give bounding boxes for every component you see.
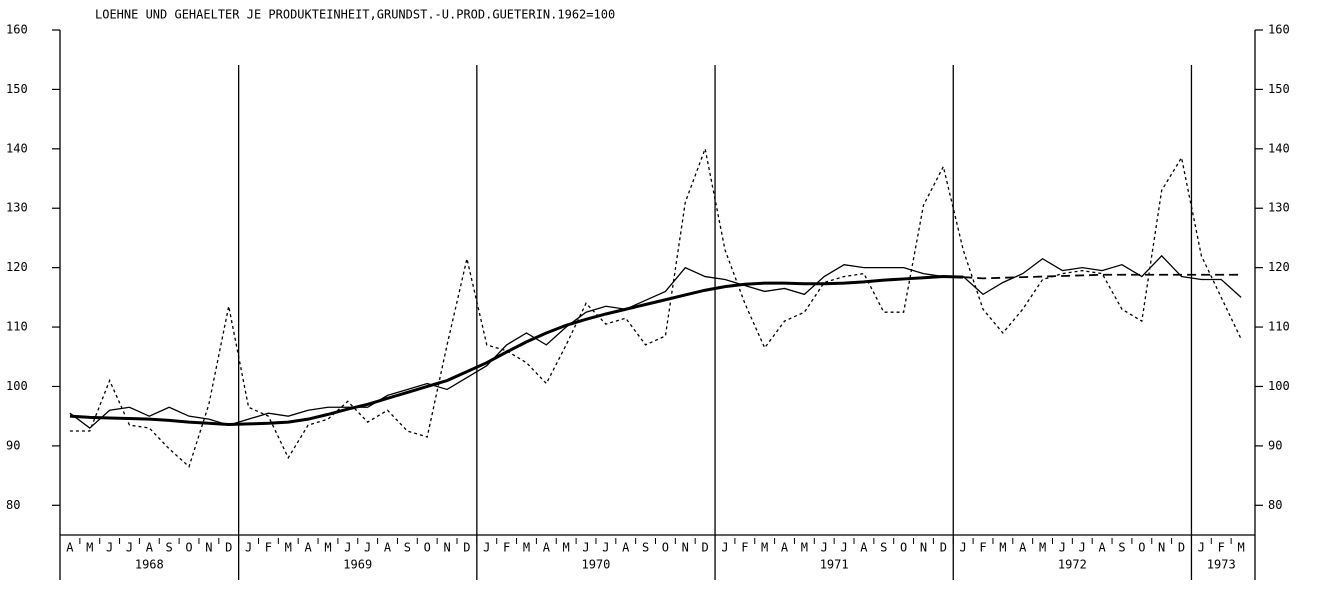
x-tick-label: D <box>225 541 232 555</box>
x-tick-label: M <box>86 541 93 555</box>
series-line <box>69 254 1242 429</box>
x-tick-label: A <box>146 541 154 555</box>
y2-tick-label: 80 <box>1268 498 1282 512</box>
y-tick-label: 140 <box>6 141 28 155</box>
series-line <box>69 275 964 426</box>
x-tick-label: S <box>404 541 411 555</box>
x-tick-label: S <box>642 541 649 555</box>
x-tick-label: J <box>106 541 113 555</box>
x-tick-label: M <box>285 541 292 555</box>
x-tick-label: O <box>662 541 669 555</box>
x-tick-label: S <box>1118 541 1125 555</box>
x-tick-label: M <box>1039 541 1046 555</box>
y-tick-label: 110 <box>6 320 28 334</box>
x-tick-label: J <box>1079 541 1086 555</box>
y2-tick-label: 90 <box>1268 438 1282 452</box>
x-tick-label: A <box>860 541 868 555</box>
x-tick-label: M <box>801 541 808 555</box>
y2-tick-label: 120 <box>1268 260 1290 274</box>
x-tick-label: O <box>1138 541 1145 555</box>
x-tick-label: J <box>960 541 967 555</box>
x-tick-label: N <box>443 541 450 555</box>
x-tick-label: A <box>66 541 74 555</box>
x-tick-label: J <box>582 541 589 555</box>
x-tick-label: F <box>741 541 748 555</box>
year-label: 1970 <box>581 558 610 572</box>
x-tick-label: J <box>344 541 351 555</box>
x-tick-label: J <box>1198 541 1205 555</box>
chart-title: LOEHNE UND GEHAELTER JE PRODUKTEINHEIT,G… <box>95 8 615 22</box>
x-tick-label: J <box>126 541 133 555</box>
x-tick-label: A <box>1099 541 1107 555</box>
year-label: 1968 <box>135 558 164 572</box>
x-tick-label: A <box>1019 541 1027 555</box>
x-tick-label: O <box>900 541 907 555</box>
year-label: 1973 <box>1207 558 1236 572</box>
x-tick-label: M <box>761 541 768 555</box>
year-label: 1972 <box>1058 558 1087 572</box>
x-tick-label: S <box>166 541 173 555</box>
x-tick-label: N <box>920 541 927 555</box>
y2-tick-label: 140 <box>1268 141 1290 155</box>
year-label: 1969 <box>343 558 372 572</box>
y-tick-label: 120 <box>6 260 28 274</box>
x-tick-label: A <box>305 541 313 555</box>
y-tick-label: 80 <box>6 498 20 512</box>
x-tick-label: J <box>821 541 828 555</box>
y2-tick-label: 130 <box>1268 201 1290 215</box>
year-label: 1971 <box>820 558 849 572</box>
x-tick-label: D <box>940 541 947 555</box>
x-tick-label: M <box>563 541 570 555</box>
x-tick-label: N <box>1158 541 1165 555</box>
series-line <box>963 273 1242 280</box>
x-tick-label: J <box>1059 541 1066 555</box>
x-tick-label: J <box>602 541 609 555</box>
x-tick-label: O <box>424 541 431 555</box>
y-tick-label: 160 <box>6 23 28 37</box>
x-tick-label: A <box>543 541 551 555</box>
y2-tick-label: 150 <box>1268 82 1290 96</box>
x-tick-label: J <box>364 541 371 555</box>
x-tick-label: D <box>702 541 709 555</box>
x-tick-label: J <box>245 541 252 555</box>
x-tick-label: J <box>721 541 728 555</box>
x-tick-label: A <box>781 541 789 555</box>
y-tick-label: 150 <box>6 82 28 96</box>
x-tick-label: F <box>1218 541 1225 555</box>
y2-tick-label: 100 <box>1268 379 1290 393</box>
x-tick-label: S <box>880 541 887 555</box>
x-tick-label: M <box>324 541 331 555</box>
y-tick-label: 90 <box>6 438 20 452</box>
x-tick-label: O <box>185 541 192 555</box>
x-tick-label: A <box>384 541 392 555</box>
x-tick-label: D <box>1178 541 1185 555</box>
x-tick-label: A <box>622 541 630 555</box>
y-tick-label: 100 <box>6 379 28 393</box>
series-line <box>69 146 1242 468</box>
x-tick-label: M <box>1237 541 1244 555</box>
x-tick-label: F <box>979 541 986 555</box>
x-tick-label: F <box>265 541 272 555</box>
y2-tick-label: 110 <box>1268 320 1290 334</box>
y-tick-label: 130 <box>6 201 28 215</box>
x-tick-label: N <box>205 541 212 555</box>
x-tick-label: J <box>840 541 847 555</box>
x-tick-label: M <box>999 541 1006 555</box>
y2-tick-label: 160 <box>1268 23 1290 37</box>
x-tick-label: N <box>682 541 689 555</box>
x-tick-label: F <box>503 541 510 555</box>
x-tick-label: M <box>523 541 530 555</box>
x-tick-label: D <box>463 541 470 555</box>
x-tick-label: J <box>483 541 490 555</box>
